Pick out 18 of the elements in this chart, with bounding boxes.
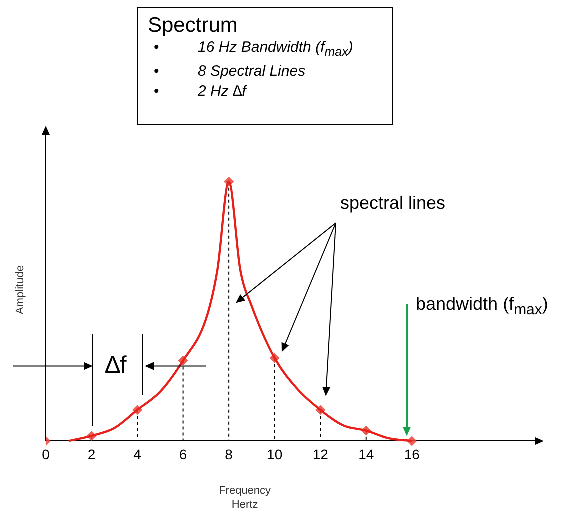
x-tick-label: 16 [404, 446, 420, 462]
x-tick-label: 14 [358, 446, 374, 462]
x-tick-label: 0 [42, 446, 50, 462]
text: • 8 Spectral Lines [154, 63, 306, 80]
annotation: spectral lines [340, 192, 446, 214]
text: • 2 Hz ∆f [154, 83, 246, 100]
x-tick-label: 4 [134, 446, 142, 462]
x-tick-label: 6 [179, 446, 188, 462]
annotation: ∆f [106, 352, 127, 380]
x-axis-title: Frequency Hertz [219, 484, 272, 512]
annotation: bandwidth (f$_{max}$) [416, 294, 548, 318]
x-tick-label: 10 [267, 446, 283, 462]
chart-title: Spectrum [148, 14, 239, 38]
x-tick-label: 2 [88, 446, 96, 462]
x-tick-label: 8 [225, 446, 234, 462]
y-axis-title: Amplitude [14, 266, 26, 314]
text: • 16 Hz Bandwidth (f$_{max}$) [154, 39, 354, 59]
x-tick-label: 12 [312, 446, 329, 462]
